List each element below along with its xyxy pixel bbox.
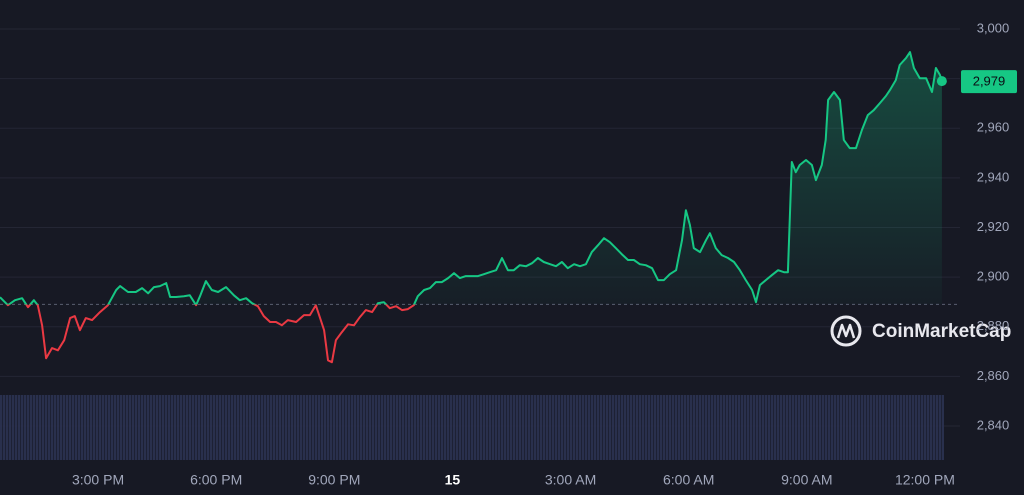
current-price-label: 2,979 bbox=[973, 74, 1006, 89]
y-tick-label: 2,840 bbox=[977, 417, 1010, 432]
plot bbox=[0, 51, 960, 364]
volume-bars bbox=[0, 395, 944, 460]
current-price-box bbox=[961, 70, 1017, 94]
x-tick-label: 3:00 PM bbox=[72, 472, 124, 488]
watermark-text: CoinMarketCap bbox=[872, 321, 1011, 342]
y-tick-label: 2,960 bbox=[977, 120, 1010, 135]
y-tick-label: 3,000 bbox=[977, 20, 1010, 35]
x-tick-label: 15 bbox=[445, 472, 461, 488]
price-line bbox=[0, 51, 943, 364]
watermark-logo-mark bbox=[836, 323, 856, 339]
x-tick-label: 9:00 PM bbox=[308, 472, 360, 488]
x-tick-label: 9:00 AM bbox=[781, 472, 832, 488]
x-tick-label: 6:00 PM bbox=[190, 472, 242, 488]
x-tick-label: 3:00 AM bbox=[545, 472, 596, 488]
y-tick-label: 2,860 bbox=[977, 368, 1010, 383]
x-tick-label: 6:00 AM bbox=[663, 472, 714, 488]
axes: 2,8402,8602,8802,9002,9202,9402,9602,980… bbox=[72, 20, 1017, 488]
y-tick-label: 2,880 bbox=[977, 318, 1010, 333]
watermark-logo bbox=[830, 315, 862, 347]
last-point bbox=[936, 76, 947, 87]
x-tick-label: 12:00 PM bbox=[895, 472, 955, 488]
y-tick-label: 2,940 bbox=[977, 169, 1010, 184]
y-tick-label: 2,920 bbox=[977, 219, 1010, 234]
y-tick-label: 2,900 bbox=[977, 269, 1010, 284]
watermark: CoinMarketCap bbox=[830, 315, 1011, 347]
